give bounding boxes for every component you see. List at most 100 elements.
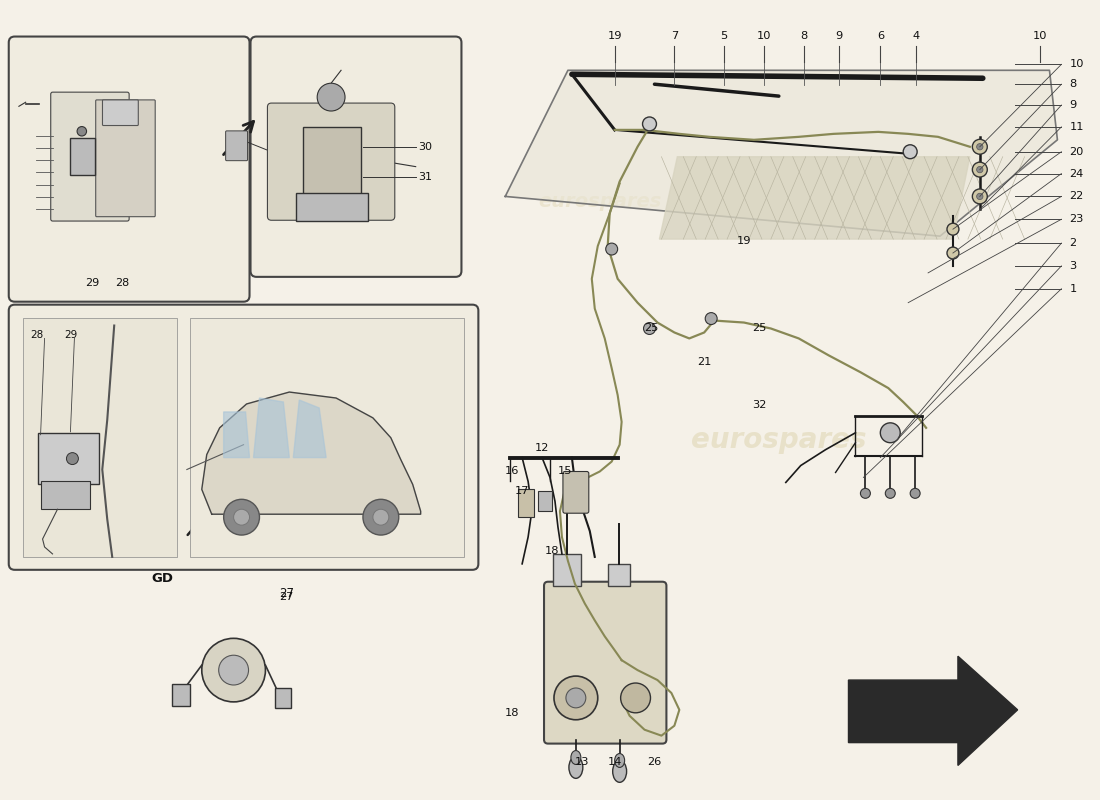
Text: 26: 26 [647, 758, 661, 767]
Text: eurospares: eurospares [538, 192, 661, 211]
Bar [538, 491, 552, 511]
Text: eurospares: eurospares [691, 426, 867, 454]
Circle shape [972, 139, 988, 154]
Text: 8: 8 [1069, 79, 1077, 90]
FancyBboxPatch shape [102, 100, 139, 126]
FancyBboxPatch shape [544, 582, 667, 743]
Ellipse shape [569, 757, 583, 778]
Text: GD: GD [151, 572, 173, 586]
Bar [304, 127, 361, 197]
Text: 27: 27 [279, 592, 294, 602]
Circle shape [644, 322, 656, 334]
Circle shape [977, 166, 983, 173]
Bar [69, 138, 96, 175]
Bar [518, 490, 535, 517]
Circle shape [620, 683, 650, 713]
Bar [23, 318, 177, 557]
Circle shape [223, 499, 260, 535]
FancyBboxPatch shape [251, 37, 461, 277]
Circle shape [565, 688, 586, 708]
Text: 32: 32 [751, 400, 766, 410]
Bar [172, 684, 190, 706]
Circle shape [972, 189, 988, 204]
FancyBboxPatch shape [267, 103, 395, 220]
Text: 21: 21 [697, 358, 712, 367]
Circle shape [363, 499, 399, 535]
Circle shape [880, 423, 900, 442]
Polygon shape [294, 400, 326, 458]
Circle shape [373, 510, 388, 525]
FancyBboxPatch shape [9, 305, 478, 570]
Bar [296, 194, 367, 222]
Ellipse shape [615, 754, 625, 767]
Text: 11: 11 [1069, 122, 1084, 132]
Text: 1: 1 [1069, 284, 1077, 294]
Circle shape [219, 655, 249, 685]
Circle shape [317, 83, 345, 111]
Circle shape [77, 126, 87, 136]
FancyBboxPatch shape [51, 92, 129, 221]
Text: 24: 24 [1069, 169, 1084, 178]
Polygon shape [505, 70, 1057, 236]
Circle shape [201, 638, 265, 702]
Text: 16: 16 [505, 466, 519, 477]
Text: 13: 13 [574, 758, 590, 767]
Circle shape [886, 488, 895, 498]
Text: 28: 28 [31, 330, 44, 341]
Text: 28: 28 [116, 278, 130, 288]
Bar [553, 554, 581, 586]
Circle shape [910, 488, 920, 498]
Text: 25: 25 [751, 323, 766, 334]
Circle shape [606, 243, 618, 255]
Text: 4: 4 [913, 30, 920, 41]
Polygon shape [659, 157, 970, 239]
Text: 8: 8 [800, 30, 807, 41]
Text: 17: 17 [515, 486, 529, 496]
Circle shape [977, 194, 983, 200]
Bar [607, 564, 629, 586]
Text: 2: 2 [1069, 238, 1077, 248]
Bar [190, 318, 464, 557]
Circle shape [903, 145, 917, 158]
Circle shape [947, 223, 959, 235]
Text: 3: 3 [1069, 261, 1077, 271]
Text: eurospares: eurospares [242, 338, 400, 362]
Text: 10: 10 [757, 30, 771, 41]
Text: 18: 18 [505, 708, 519, 718]
Text: 23: 23 [1069, 214, 1084, 224]
Text: 27: 27 [278, 587, 294, 600]
Text: 19: 19 [607, 30, 621, 41]
Text: 5: 5 [720, 30, 728, 41]
Text: 29: 29 [85, 278, 99, 288]
Text: 10: 10 [1032, 30, 1047, 41]
FancyBboxPatch shape [9, 37, 250, 302]
FancyBboxPatch shape [226, 131, 248, 161]
Circle shape [705, 313, 717, 325]
Text: 30: 30 [419, 142, 432, 152]
Text: 6: 6 [877, 30, 884, 41]
Text: 15: 15 [558, 466, 572, 477]
Text: 12: 12 [535, 442, 549, 453]
Circle shape [977, 143, 983, 150]
Text: 18: 18 [544, 546, 559, 556]
Bar [37, 433, 99, 485]
Circle shape [860, 488, 870, 498]
Text: 31: 31 [419, 171, 432, 182]
Text: 7: 7 [671, 30, 678, 41]
Polygon shape [223, 412, 250, 458]
Circle shape [972, 162, 988, 177]
Ellipse shape [571, 750, 581, 765]
Text: 19: 19 [737, 236, 751, 246]
Circle shape [642, 117, 657, 131]
Text: 20: 20 [1069, 146, 1084, 157]
Circle shape [233, 510, 250, 525]
Text: 29: 29 [65, 330, 78, 341]
Text: 10: 10 [1069, 59, 1084, 70]
Circle shape [554, 676, 597, 720]
Text: 9: 9 [1069, 100, 1077, 110]
Circle shape [66, 453, 78, 465]
Polygon shape [253, 398, 289, 458]
FancyBboxPatch shape [96, 100, 155, 217]
Polygon shape [848, 656, 1018, 766]
Circle shape [947, 247, 959, 259]
